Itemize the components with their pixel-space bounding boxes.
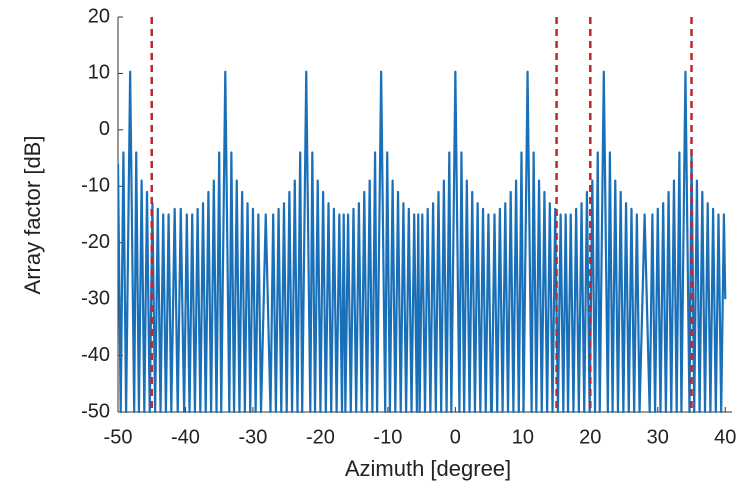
x-tick-label: -40 [171,426,200,448]
x-tick-label: 40 [714,426,736,448]
y-tick-label: 20 [88,5,110,27]
y-tick-label: 0 [99,118,110,140]
y-tick-label: -40 [81,344,110,366]
x-tick-label: -10 [373,426,402,448]
x-tick-label: 20 [579,426,601,448]
y-tick-label: -10 [81,175,110,197]
x-tick-label: 0 [450,426,461,448]
y-tick-label: -50 [81,400,110,422]
y-axis-label: Array factor [dB] [20,136,45,295]
x-tick-label: 10 [512,426,534,448]
y-tick-label: 10 [88,62,110,84]
x-tick-label: 30 [647,426,669,448]
x-tick-label: -50 [104,426,133,448]
data-line [118,70,727,413]
x-tick-label: -30 [238,426,267,448]
plot-area [118,17,727,413]
x-tick-label: -20 [306,426,335,448]
x-axis-label: Azimuth [degree] [345,456,511,481]
y-tick-label: -20 [81,231,110,253]
y-tick-label: -30 [81,287,110,309]
